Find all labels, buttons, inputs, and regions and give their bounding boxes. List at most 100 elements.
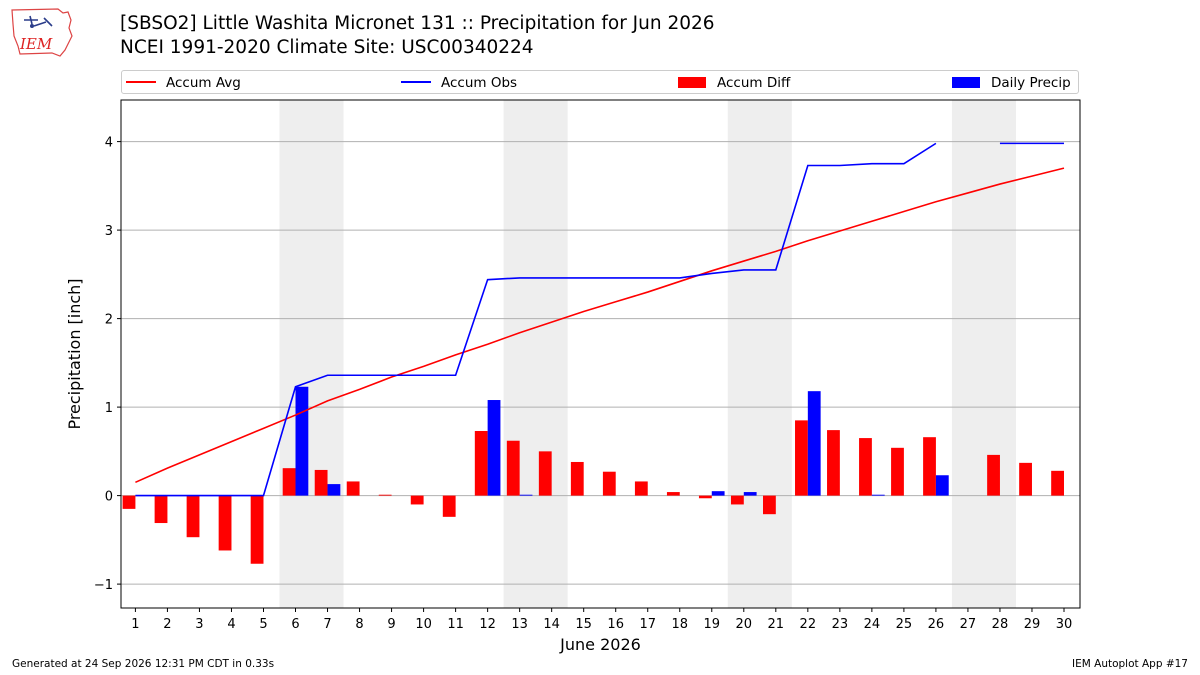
accum-diff-bar	[891, 447, 904, 496]
daily-precip-bar	[327, 484, 341, 496]
title-line-1: [SBSO2] Little Washita Micronet 131 :: P…	[120, 13, 715, 34]
x-tick-label: 9	[387, 617, 395, 632]
accum-diff-bar	[346, 481, 360, 496]
legend-accum-avg: Accum Avg	[126, 74, 241, 92]
accum-diff-bar	[506, 440, 520, 496]
y-tick-label: 3	[105, 224, 113, 239]
accum-diff-bar	[827, 430, 840, 496]
x-tick-label: 7	[323, 617, 331, 632]
accum-diff-bar	[730, 495, 744, 505]
weekend-band	[951, 100, 1016, 608]
accum-diff-bar	[666, 492, 680, 496]
y-tick-label: 0	[105, 490, 113, 505]
accum-diff-bar	[378, 494, 392, 496]
y-tick-label: 1	[105, 401, 113, 416]
x-tick-label: 28	[992, 617, 1009, 632]
legend-daily-swatch	[952, 76, 980, 88]
x-tick-label: 10	[415, 617, 432, 632]
iem-logo: IEM	[11, 8, 73, 57]
daily-precip-bar	[935, 475, 949, 496]
accum-diff-bar	[859, 438, 872, 496]
accum-diff-bar	[634, 481, 648, 496]
y-tick-label: 2	[105, 313, 113, 328]
x-tick-label: 21	[768, 617, 785, 632]
accum-diff-bar	[763, 495, 776, 515]
y-axis-label: Precipitation [inch]	[65, 278, 84, 429]
x-tick-label: 30	[1056, 617, 1073, 632]
legend-daily-label: Daily Precip	[991, 75, 1071, 91]
accum-obs-line	[135, 142, 937, 497]
y-tick-label: −1	[94, 578, 113, 593]
x-tick-label: 19	[703, 617, 720, 632]
x-tick-label: 29	[1024, 617, 1041, 632]
footer-app: IEM Autoplot App #17	[1072, 658, 1188, 670]
daily-precip-bar	[871, 494, 885, 496]
accum-avg-line	[135, 167, 1065, 484]
accum-diff-bar	[410, 495, 424, 505]
title-line-2: NCEI 1991-2020 Climate Site: USC00340224	[120, 37, 534, 58]
logo-text: IEM	[19, 35, 53, 53]
legend-diff-label: Accum Diff	[717, 75, 791, 91]
accum-diff-bar	[538, 451, 552, 496]
accum-diff-bar	[795, 420, 808, 496]
x-tick-label: 23	[832, 617, 849, 632]
x-tick-label: 5	[259, 617, 267, 632]
x-tick-label: 3	[195, 617, 203, 632]
x-tick-label: 25	[896, 617, 913, 632]
legend-accum-obs: Accum Obs	[401, 74, 517, 92]
x-tick-label: 16	[607, 617, 624, 632]
daily-precip-bar	[519, 494, 533, 496]
x-tick-label: 17	[639, 617, 656, 632]
x-tick-label: 20	[736, 617, 753, 632]
x-tick-label: 24	[864, 617, 881, 632]
accum-diff-bar	[218, 495, 232, 551]
legend-accum-diff: Accum Diff	[678, 74, 790, 92]
x-tick-label: 13	[511, 617, 528, 632]
accum-diff-bar	[314, 469, 328, 496]
accum-diff-bar	[282, 468, 296, 496]
accum-diff-bar	[442, 495, 456, 517]
legend-avg-swatch	[126, 81, 156, 83]
x-tick-label: 2	[163, 617, 171, 632]
accum-diff-bar	[474, 430, 488, 496]
x-tick-label: 22	[800, 617, 817, 632]
weekend-band	[727, 100, 792, 608]
accum-diff-bar	[987, 454, 1000, 496]
x-tick-label: 6	[291, 617, 299, 632]
x-tick-label: 12	[479, 617, 496, 632]
chart-title: [SBSO2] Little Washita Micronet 131 :: P…	[120, 12, 715, 60]
x-tick-label: 14	[543, 617, 560, 632]
x-axis-label: June 2026	[559, 635, 641, 654]
accum-diff-bar	[570, 461, 584, 496]
legend-avg-label: Accum Avg	[166, 75, 241, 91]
accum-diff-bar	[250, 495, 264, 564]
legend-diff-swatch	[678, 76, 706, 88]
daily-precip-bar	[487, 400, 501, 496]
daily-precip-bar	[711, 491, 725, 496]
chart-legend: Accum Avg Accum Obs Accum Diff Daily Pre…	[121, 70, 1079, 94]
footer-generated: Generated at 24 Sep 2026 12:31 PM CDT in…	[12, 658, 275, 670]
x-tick-label: 4	[227, 617, 235, 632]
accum-diff-bar	[122, 495, 136, 509]
weekend-band	[503, 100, 568, 608]
weekend-band	[279, 100, 344, 608]
legend-obs-swatch	[401, 81, 431, 83]
daily-precip-bar	[295, 386, 309, 496]
x-tick-label: 11	[447, 617, 464, 632]
x-tick-label: 18	[671, 617, 688, 632]
accum-diff-bar	[1019, 462, 1032, 496]
legend-obs-label: Accum Obs	[441, 75, 518, 91]
x-tick-label: 8	[355, 617, 363, 632]
plot-frame	[120, 99, 1081, 609]
x-tick-label: 1	[131, 617, 139, 632]
accum-diff-bar	[923, 437, 936, 496]
accum-diff-bar	[154, 495, 168, 524]
x-tick-label: 27	[960, 617, 977, 632]
daily-precip-bar	[743, 492, 757, 496]
daily-precip-bar	[807, 391, 821, 496]
accum-diff-bar	[602, 471, 616, 496]
accum-diff-bar	[186, 495, 200, 538]
x-tick-label: 26	[928, 617, 945, 632]
y-tick-label: 4	[105, 136, 113, 151]
